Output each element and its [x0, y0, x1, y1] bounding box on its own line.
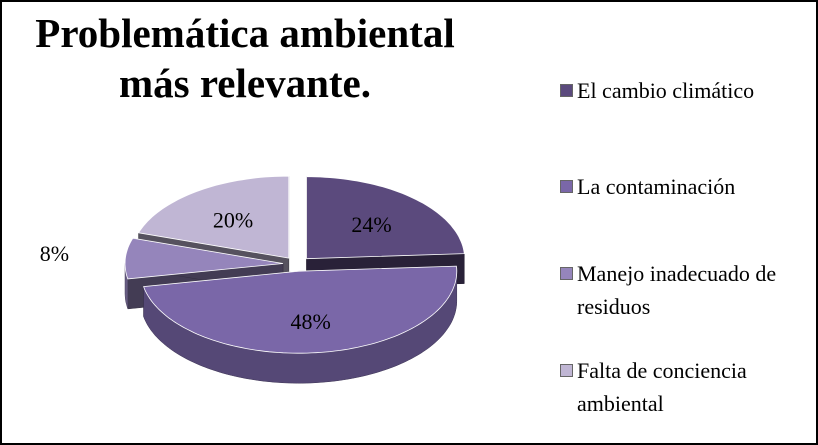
slice-top [143, 265, 458, 354]
legend-swatch [560, 84, 573, 97]
slice-top [306, 176, 465, 260]
legend-entry: Manejo inadecuado de residuos [560, 257, 810, 323]
slice-top [124, 237, 284, 280]
legend-entry: El cambio climático [560, 74, 810, 107]
legend-swatch [560, 364, 573, 377]
legend-entry: La contaminación [560, 170, 810, 203]
legend-swatch [560, 267, 573, 280]
data-label: 20% [213, 207, 253, 232]
data-label: 24% [351, 212, 391, 237]
legend-label: La contaminación [577, 174, 736, 199]
legend-label: Manejo inadecuado de residuos [577, 261, 777, 319]
data-label: 8% [40, 241, 69, 266]
pie-slice [143, 265, 458, 384]
legend-label: El cambio climático [577, 78, 755, 103]
legend-label: Falta de conciencia ambiental [577, 358, 747, 416]
slice-top [137, 175, 290, 259]
legend-entry: Falta de conciencia ambiental [560, 354, 810, 420]
legend-swatch [560, 180, 573, 193]
data-label: 48% [290, 309, 330, 334]
chart-title: Problemática ambiental más relevante. [35, 10, 455, 106]
